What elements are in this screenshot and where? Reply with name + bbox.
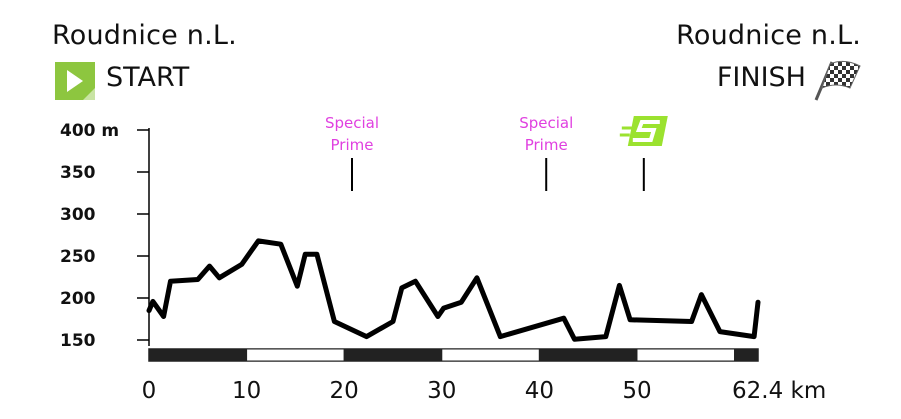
start-label: START bbox=[106, 62, 190, 93]
x-tick-label: 10 bbox=[232, 378, 261, 404]
y-tick-label: 250 bbox=[60, 247, 96, 267]
elevation-profile-line bbox=[146, 238, 761, 342]
x-tick-label: 50 bbox=[622, 378, 651, 404]
y-tick-label: 150 bbox=[60, 331, 96, 351]
checkered-flag-icon bbox=[814, 60, 861, 101]
sprint-s-letter bbox=[632, 120, 660, 142]
distance-bar-segment bbox=[636, 348, 736, 362]
special-prime-label: Special bbox=[325, 114, 379, 132]
distance-bar-segment bbox=[246, 348, 345, 362]
x-tick-label: 0 bbox=[142, 378, 157, 404]
sprint-s-icon bbox=[619, 116, 668, 146]
distance-bar-segment bbox=[441, 348, 540, 362]
y-tick-label: 350 bbox=[60, 163, 96, 183]
x-tick-label: 30 bbox=[427, 378, 456, 404]
finish-place: Roudnice n.L. bbox=[676, 20, 861, 51]
y-tick-label: 200 bbox=[60, 289, 96, 309]
finish-label: FINISH bbox=[716, 62, 806, 93]
x-tick-label: 62.4 km bbox=[732, 378, 826, 404]
start-place: Roudnice n.L. bbox=[52, 20, 237, 51]
play-icon bbox=[55, 62, 95, 100]
y-tick-label: 300 bbox=[60, 205, 96, 225]
x-tick-label: 40 bbox=[525, 378, 554, 404]
distance-bar-segment bbox=[538, 348, 638, 362]
special-prime-label: Prime bbox=[525, 136, 568, 154]
distance-bar-segment bbox=[148, 348, 248, 362]
special-prime-label: Prime bbox=[331, 136, 374, 154]
distance-bar-segment bbox=[343, 348, 443, 362]
x-tick-label: 20 bbox=[330, 378, 359, 404]
distance-bar-segment bbox=[734, 348, 759, 362]
special-prime-label: Special bbox=[519, 114, 573, 132]
y-tick-label: 400 m bbox=[60, 121, 119, 141]
